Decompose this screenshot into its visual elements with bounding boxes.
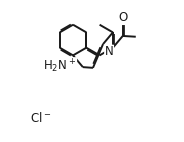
Text: O: O	[118, 12, 127, 24]
Text: H$_2$N$^+$: H$_2$N$^+$	[43, 58, 77, 75]
Text: Cl$^-$: Cl$^-$	[29, 111, 51, 125]
Text: N: N	[105, 45, 114, 58]
